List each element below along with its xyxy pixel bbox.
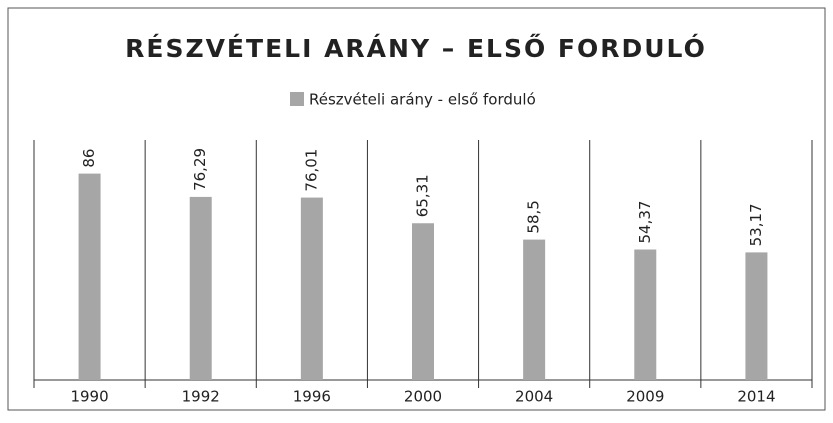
chart-title: RÉSZVÉTELI ARÁNY – ELSŐ FORDULÓ [125, 33, 707, 63]
data-label: 58,5 [525, 200, 543, 233]
x-tick-label: 1992 [182, 388, 220, 406]
x-tick-label: 1996 [293, 388, 331, 406]
x-tick-label: 1990 [70, 388, 108, 406]
bar [523, 239, 546, 380]
data-label: 54,37 [636, 201, 654, 244]
legend-label: Részvételi arány - első forduló [309, 91, 536, 109]
data-label: 76,01 [302, 149, 320, 192]
bar [634, 249, 657, 380]
data-label: 76,29 [191, 148, 209, 191]
data-label: 53,17 [747, 203, 765, 246]
x-tick-label: 2009 [626, 388, 664, 406]
bar [745, 252, 768, 380]
data-label: 65,31 [414, 174, 432, 217]
bar [300, 197, 323, 380]
bar [412, 223, 434, 380]
bar [189, 196, 212, 380]
x-tick-label: 2000 [404, 388, 442, 406]
data-label: 86 [80, 149, 98, 168]
legend-swatch [290, 92, 304, 106]
x-tick-label: 2004 [515, 388, 553, 406]
bar [78, 173, 101, 380]
x-tick-label: 2014 [737, 388, 775, 406]
